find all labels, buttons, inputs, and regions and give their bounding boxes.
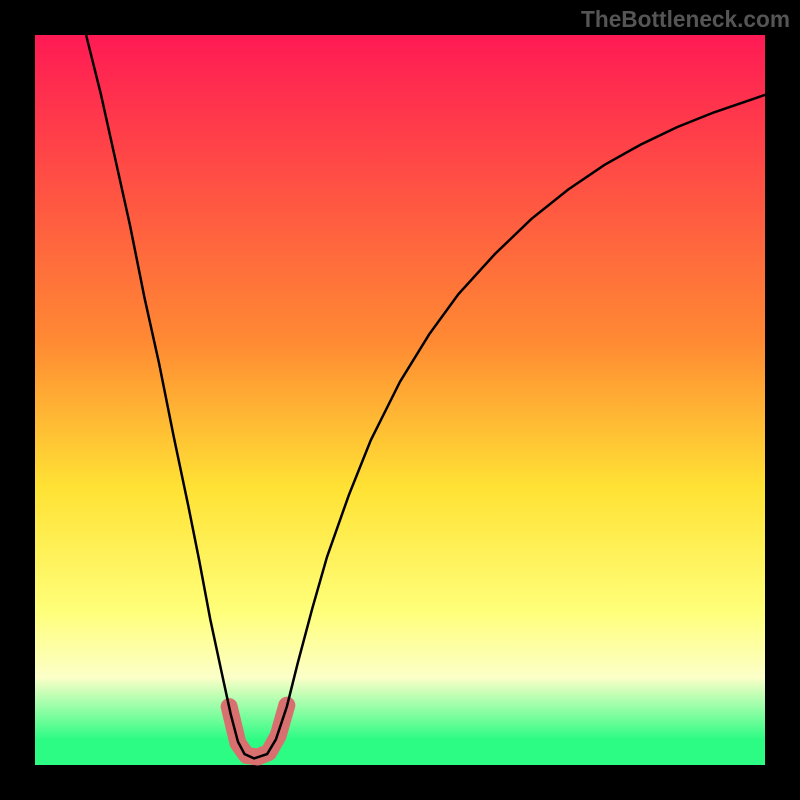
chart-curve-overlay: [0, 0, 800, 800]
watermark-text: TheBottleneck.com: [581, 6, 790, 33]
bottleneck-curve: [86, 35, 765, 758]
